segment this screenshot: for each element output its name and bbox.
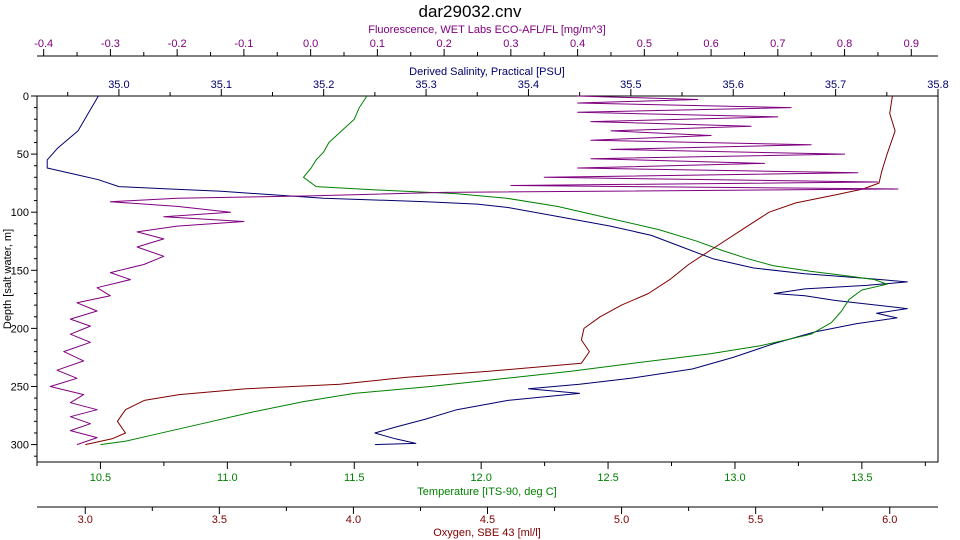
temperature-tick-label: 12.5 — [597, 472, 618, 484]
plot-area-frame — [36, 95, 939, 463]
depth-tick-label: 250 — [11, 381, 29, 393]
chart-title: dar29032.cnv — [418, 2, 522, 21]
oxygen-tick-label: 5.0 — [614, 514, 629, 526]
fluorescence-tick-label: 0.4 — [570, 38, 585, 50]
depth-tick-label: 150 — [11, 265, 29, 277]
fluorescence-tick-label: 0.8 — [837, 38, 852, 50]
salinity-tick-label: 35.7 — [825, 79, 846, 91]
oxygen-profile-line — [85, 95, 896, 446]
tick-labels: -0.4 -0.3 -0.2 -0.1 0.0 0.1 0.2 0.3 0.4 0.5 0.6 0.7… — [2, 24, 949, 539]
fluorescence-tick-label: -0.3 — [101, 38, 120, 50]
depth-tick-label: 100 — [11, 207, 29, 219]
depth-tick-label: 0 — [23, 91, 29, 103]
depth-tick-label: 300 — [11, 440, 29, 452]
temperature-profile-line — [100, 95, 888, 446]
fluorescence-tick-label: 0.7 — [770, 38, 785, 50]
salinity-tick-label: 35.0 — [108, 79, 129, 91]
salinity-tick-label: 35.4 — [518, 79, 539, 91]
temperature-tick-label: 13.0 — [724, 472, 745, 484]
fluorescence-tick-label: 0.6 — [703, 38, 718, 50]
temperature-tick-label: 12.0 — [470, 472, 491, 484]
temperature-tick-label: 10.5 — [90, 472, 111, 484]
temperature-tick-label: 13.5 — [851, 472, 872, 484]
fluorescence-tick-label: 0.1 — [370, 38, 385, 50]
salinity-tick-label: 35.1 — [211, 79, 232, 91]
oxygen-tick-label: 3.0 — [78, 514, 93, 526]
fluorescence-tick-label: 0.3 — [503, 38, 518, 50]
fluorescence-tick-label: 0.0 — [303, 38, 318, 50]
temperature-axis-title: Temperature [ITS-90, deg C] — [417, 486, 556, 498]
depth-axis-title: Depth [salt water, m] — [2, 229, 14, 329]
fluorescence-tick-label: 0.9 — [904, 38, 919, 50]
depth-tick-label: 50 — [17, 149, 29, 161]
oxygen-axis-title: Oxygen, SBE 43 [ml/l] — [433, 527, 541, 539]
fluorescence-tick-label: -0.1 — [234, 38, 253, 50]
temperature-tick-label: 11.5 — [344, 472, 365, 484]
oxygen-tick-label: 3.5 — [212, 514, 227, 526]
fluorescence-tick-label: -0.2 — [168, 38, 187, 50]
salinity-profile-line — [46, 95, 908, 446]
fluorescence-axis-title: Fluorescence, WET Labs ECO-AFL/FL [mg/m^… — [368, 24, 605, 36]
salinity-tick-label: 35.3 — [415, 79, 436, 91]
depth-tick-label: 200 — [11, 323, 29, 335]
oxygen-tick-label: 4.5 — [480, 514, 495, 526]
oxygen-tick-label: 4.0 — [346, 514, 361, 526]
oxygen-tick-label: 6.0 — [882, 514, 897, 526]
oxygen-tick-label: 5.5 — [748, 514, 763, 526]
data-series — [46, 95, 908, 446]
salinity-tick-label: 35.5 — [620, 79, 641, 91]
salinity-tick-label: 35.6 — [723, 79, 744, 91]
salinity-axis-title: Derived Salinity, Practical [PSU] — [409, 66, 565, 78]
fluorescence-tick-label: 0.2 — [436, 38, 451, 50]
temperature-tick-label: 11.0 — [217, 472, 238, 484]
salinity-tick-label: 35.8 — [927, 79, 948, 91]
fluorescence-profile-line — [49, 95, 899, 446]
fluorescence-tick-label: -0.4 — [34, 38, 53, 50]
fluorescence-tick-label: 0.5 — [637, 38, 652, 50]
tick-marks — [31, 49, 939, 514]
salinity-tick-label: 35.2 — [313, 79, 334, 91]
